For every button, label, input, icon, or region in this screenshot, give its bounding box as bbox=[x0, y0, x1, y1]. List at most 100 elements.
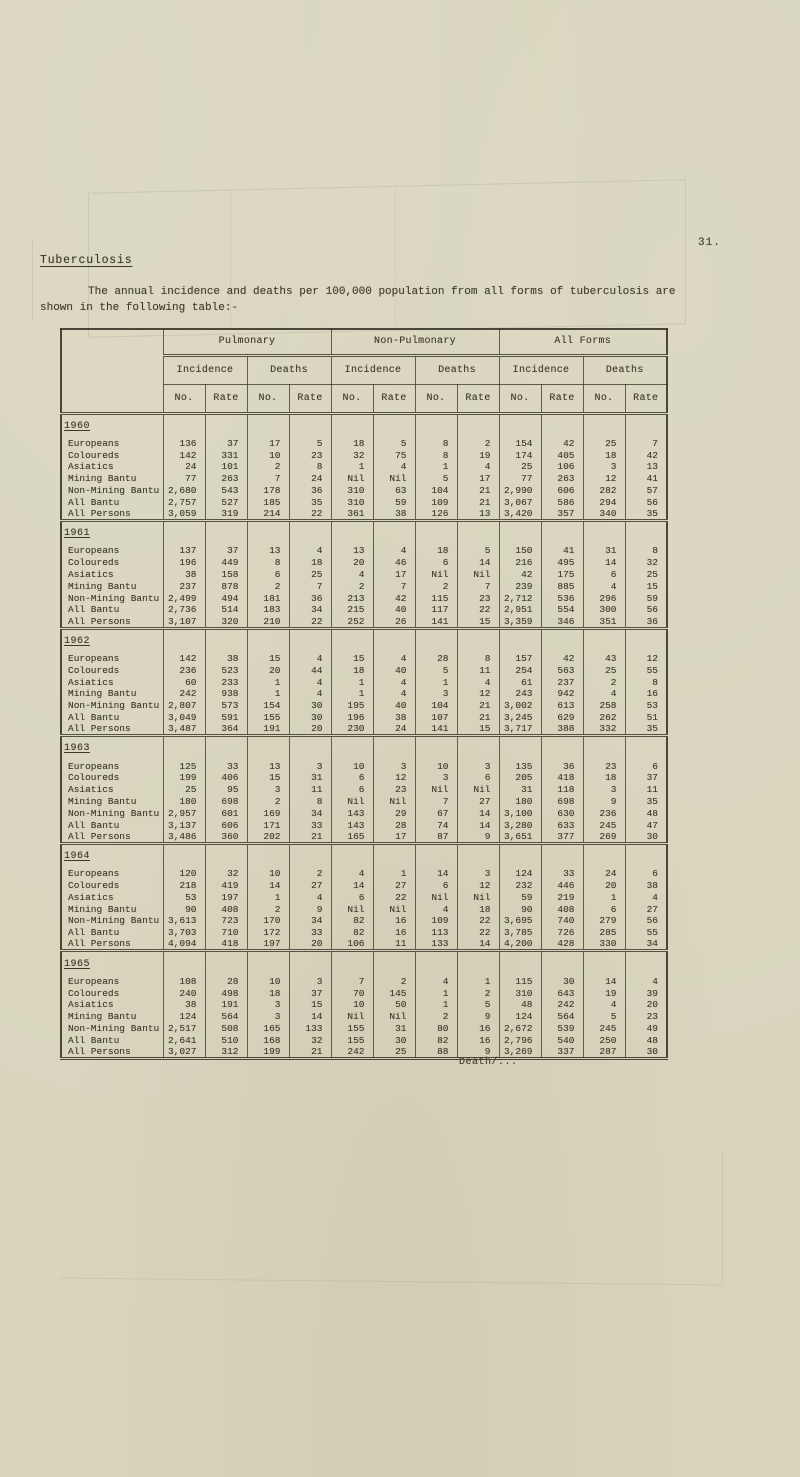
value-cell: 3,059 bbox=[162, 509, 206, 521]
table-row: All Bantu 3,703 710 172 33 82 16 113 22 3,785 726 2… bbox=[60, 927, 668, 940]
value-cell: 174 bbox=[498, 449, 542, 462]
value-cell: 18 bbox=[330, 438, 374, 450]
value-cell: 601 bbox=[204, 807, 248, 820]
value-cell: 90 bbox=[162, 903, 206, 916]
value-cell: 191 bbox=[204, 999, 248, 1012]
value-cell: 136 bbox=[162, 438, 206, 450]
value-cell: 185 bbox=[246, 496, 290, 509]
value-cell: 2,499 bbox=[162, 592, 206, 605]
value-cell: 4 bbox=[288, 653, 332, 665]
value-cell: 4 bbox=[582, 999, 626, 1012]
value-cell: 510 bbox=[204, 1034, 248, 1047]
row-label: Non-Mining Bantu bbox=[60, 915, 164, 928]
value-cell: 8 bbox=[624, 545, 668, 558]
value-cell: 10 bbox=[246, 975, 290, 988]
table-row: Mining Bantu 124 564 3 14 Nil Nil 2 9 124 564 5 23 bbox=[60, 1011, 668, 1024]
value-cell: 141 bbox=[414, 724, 458, 736]
spacer-cell bbox=[624, 949, 668, 976]
value-cell: 6 bbox=[330, 784, 374, 797]
value-cell: Nil bbox=[456, 784, 500, 797]
intro-paragraph: The annual incidence and deaths per 100,… bbox=[40, 284, 700, 316]
value-cell: 319 bbox=[204, 509, 248, 521]
col-incidence: Incidence bbox=[498, 354, 584, 385]
value-cell: 539 bbox=[540, 1023, 584, 1035]
value-cell: 22 bbox=[288, 509, 332, 521]
value-cell: 21 bbox=[288, 831, 332, 844]
year-divider-row: 1963 bbox=[60, 734, 668, 761]
value-cell: 170 bbox=[246, 915, 290, 928]
value-cell: 10 bbox=[330, 999, 374, 1012]
value-cell: 564 bbox=[540, 1011, 584, 1024]
table-row: Mining Bantu 237 878 2 7 2 7 2 7 239 885 4 15 bbox=[60, 580, 668, 593]
table-row: Non-Mining Bantu 2,680 543 178 36 310 63 104 21 2… bbox=[60, 485, 668, 497]
value-cell: 938 bbox=[204, 688, 248, 701]
value-cell: 155 bbox=[330, 1034, 374, 1047]
group-header-row: Pulmonary Non-Pulmonary All Forms bbox=[60, 328, 668, 414]
spacer-cell bbox=[162, 734, 206, 761]
value-cell: 4 bbox=[288, 545, 332, 558]
value-cell: 25 bbox=[288, 569, 332, 581]
value-cell: 77 bbox=[162, 473, 206, 486]
value-cell: 263 bbox=[204, 473, 248, 486]
value-cell: 2,517 bbox=[162, 1023, 206, 1035]
bleedthrough-artifact bbox=[60, 1277, 723, 1286]
value-cell: 67 bbox=[414, 807, 458, 820]
value-cell: 169 bbox=[246, 807, 290, 820]
year-label: 1960 bbox=[60, 411, 164, 438]
value-cell: 42 bbox=[624, 449, 668, 462]
value-cell: 508 bbox=[204, 1023, 248, 1035]
value-cell: 180 bbox=[498, 796, 542, 808]
table-row: All Persons 3,027 312 199 21 242 25 88 9 3,269 337… bbox=[60, 1046, 668, 1059]
spacer-cell bbox=[204, 841, 248, 869]
value-cell: 230 bbox=[330, 724, 374, 736]
value-cell: 178 bbox=[246, 485, 290, 497]
value-cell: 32 bbox=[204, 868, 248, 881]
value-cell: 31 bbox=[498, 784, 542, 797]
value-cell: 1 bbox=[330, 461, 374, 474]
row-label: Europeans bbox=[60, 975, 164, 988]
value-cell: 106 bbox=[330, 939, 374, 951]
value-cell: 3,280 bbox=[498, 819, 542, 832]
value-cell: 245 bbox=[582, 819, 626, 832]
spacer-cell bbox=[330, 734, 374, 761]
value-cell: 1 bbox=[414, 987, 458, 1000]
value-cell: 214 bbox=[246, 509, 290, 521]
value-cell: 25 bbox=[582, 664, 626, 677]
value-cell: 60 bbox=[162, 676, 206, 689]
value-cell: 428 bbox=[540, 939, 584, 951]
spacer-cell bbox=[288, 626, 332, 654]
value-cell: 32 bbox=[288, 1034, 332, 1047]
value-cell: 24 bbox=[582, 868, 626, 881]
value-cell: 10 bbox=[330, 760, 374, 773]
value-cell: 22 bbox=[372, 891, 416, 904]
spacer-cell bbox=[162, 519, 206, 546]
value-cell: 2,712 bbox=[498, 592, 542, 605]
value-cell: 59 bbox=[624, 592, 668, 605]
spacer-cell bbox=[372, 949, 416, 976]
value-cell: 4 bbox=[372, 545, 416, 558]
table-row: Coloureds 240 498 18 37 70 145 1 2 310 643 19 39 bbox=[60, 987, 668, 1000]
value-cell: 5 bbox=[414, 473, 458, 486]
value-cell: 195 bbox=[330, 700, 374, 713]
spacer-cell bbox=[624, 734, 668, 761]
value-cell: 2,951 bbox=[498, 604, 542, 617]
row-label: Europeans bbox=[60, 545, 164, 558]
value-cell: 17 bbox=[372, 831, 416, 844]
spacer-cell bbox=[372, 626, 416, 654]
value-cell: 2,990 bbox=[498, 485, 542, 497]
value-cell: 48 bbox=[498, 999, 542, 1012]
value-cell: 2 bbox=[246, 580, 290, 593]
value-cell: 30 bbox=[624, 831, 668, 844]
spacer-cell bbox=[582, 519, 626, 546]
row-label: All Persons bbox=[60, 939, 164, 951]
col-incidence: Incidence bbox=[162, 354, 248, 385]
spacer-cell bbox=[498, 949, 542, 976]
value-cell: 21 bbox=[456, 496, 500, 509]
bleedthrough-artifact bbox=[722, 1150, 723, 1282]
value-cell: 23 bbox=[456, 592, 500, 605]
value-cell: Nil bbox=[414, 569, 458, 581]
value-cell: 12 bbox=[456, 880, 500, 892]
value-cell: 109 bbox=[414, 496, 458, 509]
value-cell: 236 bbox=[582, 807, 626, 820]
